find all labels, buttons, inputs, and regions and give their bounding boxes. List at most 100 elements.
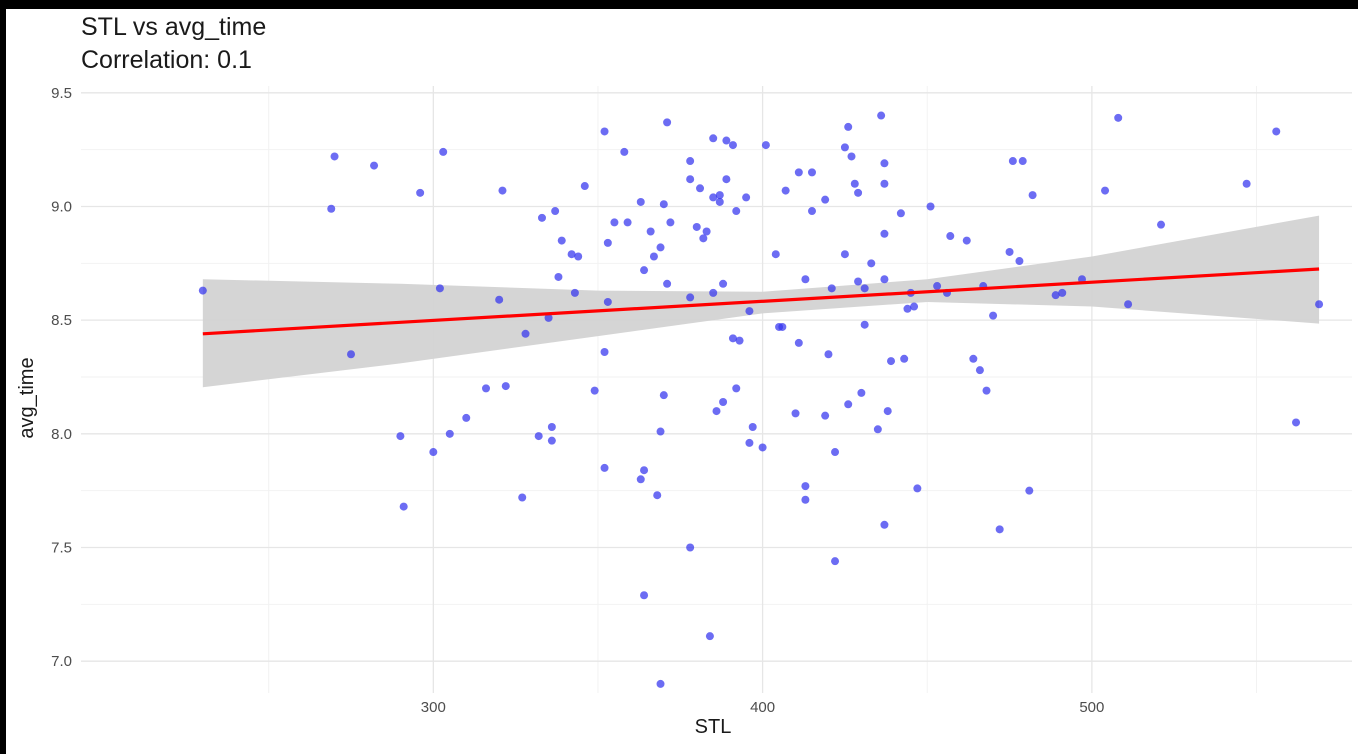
data-point: [745, 438, 754, 447]
data-point: [877, 111, 886, 120]
data-point: [807, 168, 816, 177]
data-point: [666, 218, 675, 227]
data-point: [1124, 300, 1133, 309]
data-point: [330, 152, 339, 161]
data-point: [702, 227, 711, 236]
data-point: [854, 188, 863, 197]
data-point: [439, 147, 448, 156]
data-point: [840, 143, 849, 152]
data-point: [728, 334, 737, 343]
data-point: [758, 443, 767, 452]
data-point: [551, 207, 560, 216]
data-point: [844, 400, 853, 409]
data-point: [692, 222, 701, 231]
data-point: [880, 179, 889, 188]
data-point: [1051, 291, 1060, 300]
data-point: [705, 632, 714, 641]
data-point: [699, 234, 708, 243]
data-point: [198, 286, 207, 295]
data-point: [880, 520, 889, 529]
y-axis-ticks: 7.0 7.5 8.0 8.5 9.0 9.5: [51, 85, 72, 670]
data-point: [327, 204, 336, 213]
data-point: [709, 288, 718, 297]
data-point: [719, 279, 728, 288]
data-points: [198, 111, 1324, 688]
data-point: [728, 141, 737, 150]
x-tick-label: 500: [1079, 699, 1104, 716]
data-point: [831, 448, 840, 457]
data-point: [620, 147, 629, 156]
data-point: [1015, 257, 1024, 266]
data-point: [910, 302, 919, 311]
data-point: [860, 284, 869, 293]
data-point: [570, 288, 579, 297]
data-point: [656, 243, 665, 252]
data-point: [722, 175, 731, 184]
y-tick-label: 8.0: [51, 426, 72, 443]
data-point: [824, 350, 833, 359]
data-point: [847, 152, 856, 161]
data-point: [603, 238, 612, 247]
data-point: [709, 193, 718, 202]
data-point: [590, 386, 599, 395]
data-point: [603, 297, 612, 306]
y-tick-label: 7.0: [51, 653, 72, 670]
data-point: [801, 495, 810, 504]
x-axis-label: STL: [695, 716, 732, 738]
y-tick-label: 9.5: [51, 85, 72, 102]
data-point: [636, 197, 645, 206]
data-point: [574, 252, 583, 261]
data-point: [445, 429, 454, 438]
data-point: [1018, 157, 1027, 166]
data-point: [761, 141, 770, 150]
data-point: [883, 407, 892, 416]
data-point: [495, 295, 504, 304]
data-point: [663, 279, 672, 288]
data-point: [656, 427, 665, 436]
data-point: [557, 236, 566, 245]
data-point: [715, 197, 724, 206]
data-point: [903, 304, 912, 313]
data-point: [649, 252, 658, 261]
data-point: [933, 282, 942, 291]
data-point: [600, 347, 609, 356]
data-point: [748, 423, 757, 432]
data-point: [482, 384, 491, 393]
data-point: [873, 425, 882, 434]
data-point: [544, 313, 553, 322]
data-point: [995, 525, 1004, 534]
data-point: [913, 484, 922, 493]
data-point: [547, 423, 556, 432]
data-point: [1292, 418, 1301, 427]
data-point: [844, 122, 853, 131]
data-point: [567, 250, 576, 259]
data-point: [610, 218, 619, 227]
data-point: [399, 502, 408, 511]
data-point: [435, 284, 444, 293]
data-point: [498, 186, 507, 195]
data-point: [640, 466, 649, 475]
data-point: [946, 232, 955, 241]
data-point: [416, 188, 425, 197]
data-point: [686, 543, 695, 552]
data-point: [791, 409, 800, 418]
data-point: [554, 272, 563, 281]
data-point: [1272, 127, 1281, 136]
data-point: [663, 118, 672, 127]
x-tick-label: 300: [421, 699, 446, 716]
data-point: [926, 202, 935, 211]
data-point: [656, 679, 665, 688]
data-point: [518, 493, 527, 502]
data-point: [732, 207, 741, 216]
data-point: [396, 432, 405, 441]
data-point: [696, 184, 705, 193]
x-axis-ticks: 300 400 500: [421, 699, 1105, 716]
data-point: [880, 229, 889, 238]
y-tick-label: 9.0: [51, 198, 72, 215]
regression-line: [202, 267, 1320, 336]
data-point: [900, 354, 909, 363]
data-point: [850, 179, 859, 188]
data-point: [982, 386, 991, 395]
data-point: [709, 134, 718, 143]
data-point: [636, 475, 645, 484]
